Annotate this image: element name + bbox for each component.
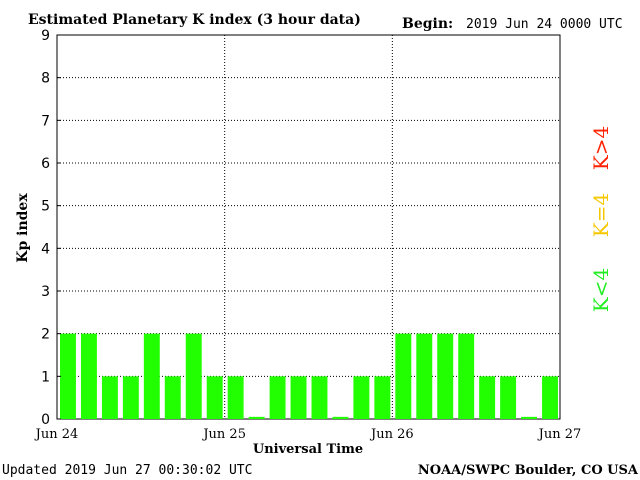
grid-lines	[57, 35, 560, 419]
bar-8	[227, 376, 244, 419]
legend: K<4 K=4 K>4	[589, 126, 613, 312]
bars	[60, 333, 558, 419]
bar-11	[290, 376, 307, 419]
y-axis-label: Kp index	[15, 193, 31, 263]
y-tick-label-7: 7	[41, 113, 50, 129]
y-tick-label-5: 5	[41, 199, 50, 215]
bar-19	[458, 333, 475, 419]
x-tick-label-1: Jun 25	[201, 427, 246, 442]
bar-0	[60, 333, 76, 419]
bar-5	[164, 376, 181, 419]
bar-1	[80, 333, 97, 419]
bar-15	[374, 376, 391, 419]
y-tick-label-0: 0	[41, 412, 50, 428]
bar-10	[269, 376, 286, 419]
bar-2	[101, 376, 118, 419]
bar-4	[143, 333, 160, 419]
y-axis-ticks: 0 1 2 3 4 5 6 7 8 9	[41, 28, 61, 428]
bar-12	[311, 376, 328, 419]
x-axis-ticks: Jun 24 Jun 25 Jun 26 Jun 27	[34, 427, 582, 442]
y-tick-label-9: 9	[41, 28, 50, 44]
bar-3	[122, 376, 139, 419]
bar-6	[185, 333, 202, 419]
bar-7	[206, 376, 223, 419]
y-tick-label-3: 3	[41, 284, 50, 300]
legend-item-0: K<4	[589, 268, 613, 312]
legend-item-1: K=4	[589, 193, 613, 237]
y-tick-label-6: 6	[41, 156, 50, 172]
y-tick-label-8: 8	[41, 71, 50, 87]
bar-23	[542, 376, 558, 419]
bar-20	[479, 376, 496, 419]
x-tick-label-3: Jun 27	[537, 427, 582, 442]
x-tick-label-0: Jun 24	[34, 427, 79, 442]
y-tick-label-1: 1	[41, 369, 50, 385]
x-axis-label: Universal Time	[253, 442, 363, 457]
bar-13	[332, 416, 349, 419]
bar-14	[353, 376, 370, 419]
y-tick-label-2: 2	[41, 327, 50, 343]
bar-9	[248, 416, 265, 419]
y-tick-label-4: 4	[41, 241, 50, 257]
bar-18	[437, 333, 454, 419]
x-tick-label-2: Jun 26	[369, 427, 414, 442]
bar-21	[500, 376, 517, 419]
begin-value: 2019 Jun 24 0000 UTC	[466, 17, 623, 32]
bar-17	[416, 333, 433, 419]
source-credit: NOAA/SWPC Boulder, CO USA	[418, 463, 639, 478]
plot-area	[56, 34, 561, 420]
chart-title: Estimated Planetary K index (3 hour data…	[28, 12, 361, 28]
updated-timestamp: Updated 2019 Jun 27 00:30:02 UTC	[2, 463, 252, 478]
bar-16	[395, 333, 412, 419]
legend-item-2: K>4	[589, 126, 613, 170]
begin-label: Begin:	[402, 16, 453, 32]
bar-22	[521, 416, 538, 419]
